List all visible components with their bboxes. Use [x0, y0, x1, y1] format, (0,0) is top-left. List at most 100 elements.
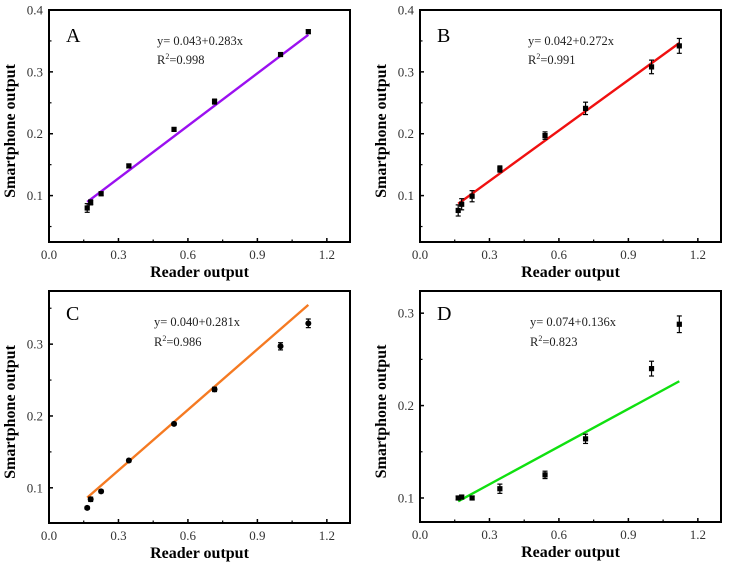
x-axis-title: Reader output	[150, 545, 249, 562]
data-point	[277, 342, 284, 351]
point-marker	[98, 191, 104, 197]
data-point	[171, 420, 178, 427]
y-axis-title: Smartphone output	[2, 63, 19, 197]
panel-c: 0.0 0.3 0.6 0.9 1.2 0.1 0.2 0.3 C y= 0.040+0.28…	[2, 290, 351, 562]
ticks: 0.0 0.3 0.6 0.9 1.2 0.1 0.2 0.3	[27, 307, 335, 543]
point-marker	[455, 207, 461, 214]
r-squared: R2=0.823	[530, 334, 578, 349]
y-tick-label: 0.1	[398, 490, 414, 505]
point-marker	[497, 166, 503, 172]
ticks: 0.0 0.3 0.6 0.9 1.2 0.1 0.2 0.3	[398, 306, 706, 542]
point-marker	[98, 488, 105, 495]
panel-b: 0.0 0.3 0.6 0.9 1.2 0.1 0.2 0.3 0.4 B y= 0.042+0…	[373, 3, 722, 281]
point-marker	[469, 495, 475, 501]
r-squared-value: =0.991	[540, 53, 575, 67]
data-point	[98, 191, 104, 197]
point-marker	[84, 205, 90, 211]
plot-frame	[419, 9, 722, 243]
y-axis-title: Smartphone output	[373, 63, 390, 197]
data-point	[582, 101, 589, 116]
data-point	[459, 198, 465, 211]
data-point	[542, 131, 548, 140]
y-axis-title: Smartphone output	[2, 344, 19, 478]
data-points	[84, 318, 312, 511]
y-tick-label: 0.2	[398, 126, 414, 141]
point-marker	[459, 494, 465, 500]
point-marker	[582, 436, 589, 442]
panel-label: A	[66, 25, 81, 47]
data-point	[648, 360, 655, 377]
fit-equation: y= 0.042+0.272x	[528, 34, 615, 48]
panel-label: D	[437, 303, 451, 325]
y-tick-label: 0.2	[27, 408, 43, 423]
point-marker	[171, 126, 177, 133]
y-tick-label: 0.3	[27, 64, 43, 79]
x-axis-title: Reader output	[521, 264, 620, 281]
y-tick-label: 0.4	[398, 3, 415, 18]
fit-line	[86, 33, 310, 203]
data-point	[459, 494, 465, 500]
data-point	[469, 495, 475, 501]
data-point	[211, 386, 218, 393]
data-points	[455, 37, 682, 217]
data-point	[676, 315, 682, 334]
x-tick-label: 0.6	[180, 247, 197, 262]
data-point	[126, 163, 132, 169]
r-squared-value: =0.998	[169, 53, 204, 67]
x-tick-label: 0.9	[620, 247, 636, 262]
data-points	[455, 315, 682, 501]
point-marker	[171, 420, 178, 427]
data-point	[497, 483, 503, 494]
data-point	[582, 433, 589, 445]
y-tick-label: 0.3	[398, 306, 414, 321]
x-tick-label: 0.3	[110, 528, 126, 543]
y-tick-label: 0.1	[398, 188, 414, 203]
x-axis-title: Reader output	[521, 544, 620, 561]
data-point	[676, 37, 682, 54]
y-tick-label: 0.1	[27, 188, 43, 203]
x-tick-label: 0.6	[551, 247, 568, 262]
fit-line-group	[86, 33, 310, 203]
fit-equation: y= 0.040+0.281x	[154, 315, 241, 329]
panel-label: B	[437, 25, 450, 47]
point-marker	[277, 343, 284, 350]
fit-line-group	[86, 303, 310, 499]
point-marker	[542, 132, 548, 139]
point-marker	[676, 321, 682, 327]
x-tick-label: 0.6	[551, 527, 568, 542]
x-tick-label: 1.2	[319, 247, 335, 262]
point-marker	[277, 51, 284, 58]
panel-label: C	[66, 303, 79, 325]
x-tick-label: 0.9	[249, 247, 265, 262]
r-symbol: R	[530, 335, 539, 349]
point-marker	[87, 496, 94, 503]
data-point	[84, 504, 91, 511]
r-symbol: R	[157, 53, 166, 67]
r-squared-exponent: 2	[538, 334, 542, 343]
x-tick-label: 0.6	[180, 528, 197, 543]
panel-a: 0.0 0.3 0.6 0.9 1.2 0.1 0.2 0.3 0.4 A y= 0.043+0…	[2, 3, 351, 281]
data-point	[469, 190, 475, 203]
point-marker	[211, 98, 218, 105]
data-point	[648, 59, 655, 75]
x-tick-label: 1.2	[690, 247, 706, 262]
point-marker	[305, 29, 311, 35]
data-point	[125, 457, 132, 464]
fit-line-group	[457, 42, 681, 205]
ticks: 0.0 0.3 0.6 0.9 1.2 0.1 0.2 0.3 0.4	[27, 3, 335, 263]
y-tick-label: 0.3	[27, 337, 43, 352]
plot-frame	[419, 290, 722, 523]
point-marker	[126, 163, 132, 169]
point-marker	[542, 472, 548, 478]
point-marker	[582, 105, 589, 111]
y-axis-title: Smartphone output	[373, 344, 390, 478]
data-point	[305, 318, 312, 329]
fit-equation: y= 0.043+0.283x	[157, 34, 244, 48]
point-marker	[84, 504, 91, 511]
x-axis-title: Reader output	[150, 264, 249, 281]
point-marker	[497, 486, 503, 492]
r-squared-value: =0.986	[166, 335, 201, 349]
y-tick-label: 0.1	[27, 480, 43, 495]
point-marker	[469, 193, 475, 199]
